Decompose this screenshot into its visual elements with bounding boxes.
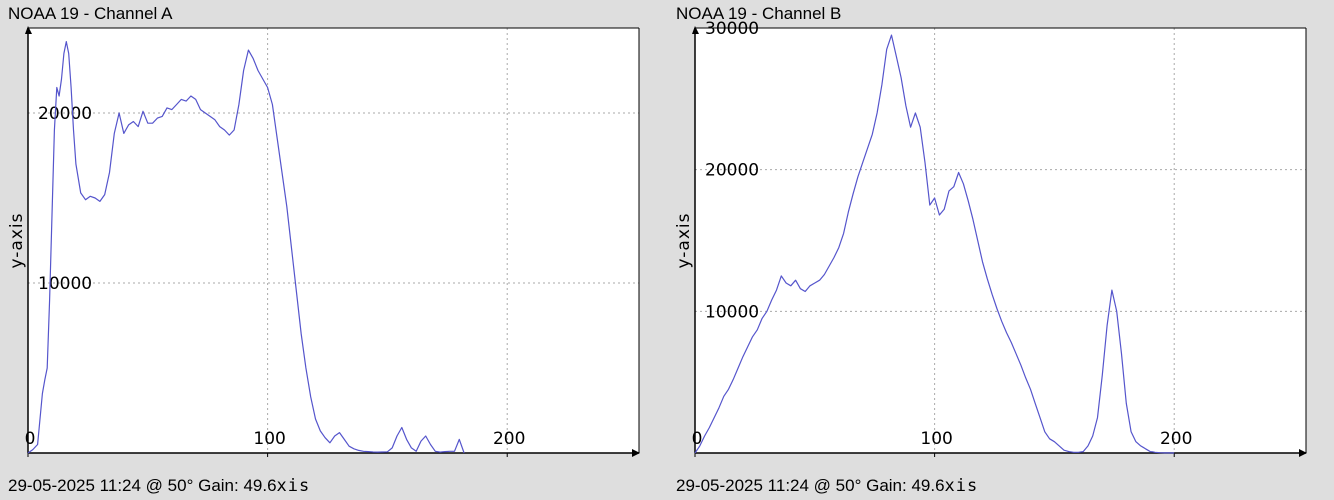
x-tick-label: 100 xyxy=(920,429,952,449)
chart-footer: 29-05-2025 11:24 @ 50° Gain: 49.6xis xyxy=(8,476,310,496)
y-tick-label: 10000 xyxy=(705,302,759,322)
chart-area: 0 100 200 10000 20000 y-axis xyxy=(7,26,640,457)
footer-status-text: 29-05-2025 11:24 @ 50° Gain: 49.6 xyxy=(8,476,277,495)
y-tick-label: 10000 xyxy=(38,274,92,294)
chart-footer: 29-05-2025 11:24 @ 50° Gain: 49.6xis xyxy=(676,476,978,496)
y-tick-label: 20000 xyxy=(705,161,759,181)
x-axis-arrow xyxy=(1299,449,1307,457)
series-line xyxy=(694,34,1175,454)
x-tick-label: 200 xyxy=(493,429,525,449)
x-tick-label: 100 xyxy=(253,429,285,449)
plot-background xyxy=(695,28,1306,453)
y-axis-arrow xyxy=(25,26,32,34)
series-line xyxy=(27,40,465,454)
footer-status-text: 29-05-2025 11:24 @ 50° Gain: 49.6 xyxy=(676,476,945,495)
x-tick-label: 0 xyxy=(25,429,36,449)
chart-panel-channel-b: NOAA 19 - Channel B 0 100 200 10000 20000 300… xyxy=(667,0,1334,500)
y-tick-label: 20000 xyxy=(38,104,92,124)
chart-title: NOAA 19 - Channel A xyxy=(8,4,173,23)
y-axis-label: y-axis xyxy=(674,213,694,269)
chart-title: NOAA 19 - Channel B xyxy=(676,4,842,23)
x-tick-label: 200 xyxy=(1160,429,1192,449)
x-axis-arrow xyxy=(632,449,640,457)
x-tick-label: 0 xyxy=(692,429,703,449)
y-tick-label: 30000 xyxy=(705,19,759,39)
x-axis-label: xis xyxy=(276,476,311,496)
x-axis-label: xis xyxy=(944,476,979,496)
plot-background xyxy=(28,28,639,453)
y-axis-label: y-axis xyxy=(7,213,27,269)
y-axis-arrow xyxy=(692,26,699,34)
chart-panel-channel-a: NOAA 19 - Channel A 0 100 200 10000 20000 y-a… xyxy=(7,4,640,496)
chart-area: 0 100 200 10000 20000 30000 y-axis xyxy=(674,19,1307,457)
